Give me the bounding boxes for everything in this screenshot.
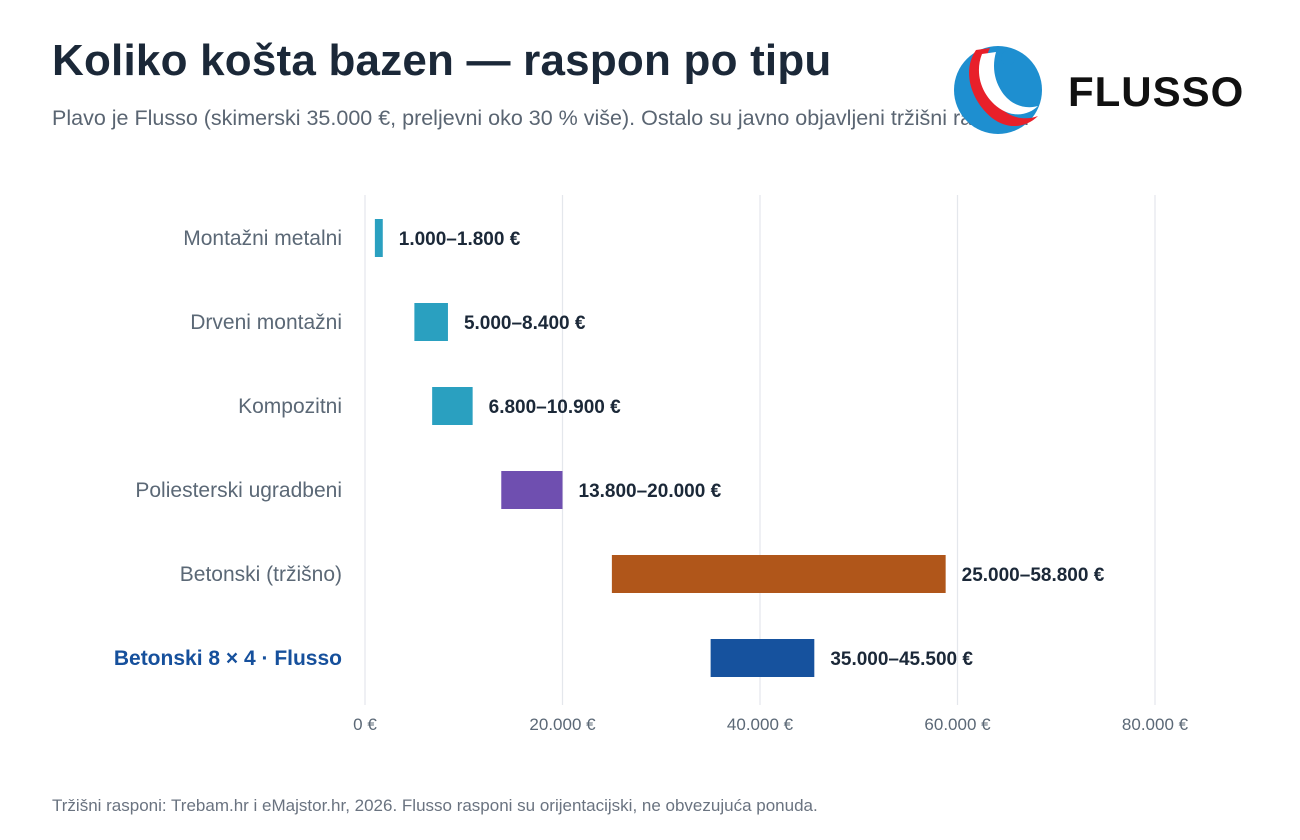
x-tick-label: 40.000 €	[727, 715, 794, 734]
chart-title: Koliko košta bazen — raspon po tipu	[52, 36, 832, 85]
x-tick-label: 60.000 €	[924, 715, 991, 734]
bar-2	[414, 303, 448, 341]
source-footnote: Tržišni rasponi: Trebam.hr i eMajstor.hr…	[52, 796, 818, 815]
value-label: 1.000–1.800 €	[399, 229, 521, 250]
category-label: Kompozitni	[238, 395, 342, 418]
bar-1	[374, 219, 383, 257]
value-label: 35.000–45.500 €	[830, 649, 973, 670]
category-label: Poliesterski ugradbeni	[135, 479, 342, 502]
value-label: 25.000–58.800 €	[962, 565, 1105, 586]
value-label: 13.800–20.000 €	[579, 481, 722, 502]
bar-6	[710, 639, 815, 677]
category-label: Betonski (tržišno)	[180, 563, 342, 586]
bar-4	[501, 471, 563, 509]
range-bar-chart: 0 € 20.000 € 40.000 € 60.000 € 80.000 € Monta…	[114, 195, 1189, 734]
flusso-logo-mark-icon	[954, 46, 1042, 134]
category-label: Montažni metalni	[183, 227, 342, 250]
bar-5	[611, 555, 946, 593]
category-label: Betonski 8 × 4 · Flusso	[114, 647, 342, 670]
x-tick-label: 80.000 €	[1122, 715, 1189, 734]
category-label: Drveni montažni	[190, 311, 342, 334]
bar-3	[432, 387, 473, 425]
x-tick-label: 20.000 €	[529, 715, 596, 734]
flusso-logo: FLUSSO	[952, 40, 1252, 140]
logo-text: FLUSSO	[1068, 68, 1245, 115]
chart-subtitle: Plavo je Flusso (skimerski 35.000 €, pre…	[52, 106, 1030, 130]
value-label: 6.800–10.900 €	[489, 397, 622, 418]
x-tick-label: 0 €	[353, 715, 377, 734]
value-label: 5.000–8.400 €	[464, 313, 586, 334]
